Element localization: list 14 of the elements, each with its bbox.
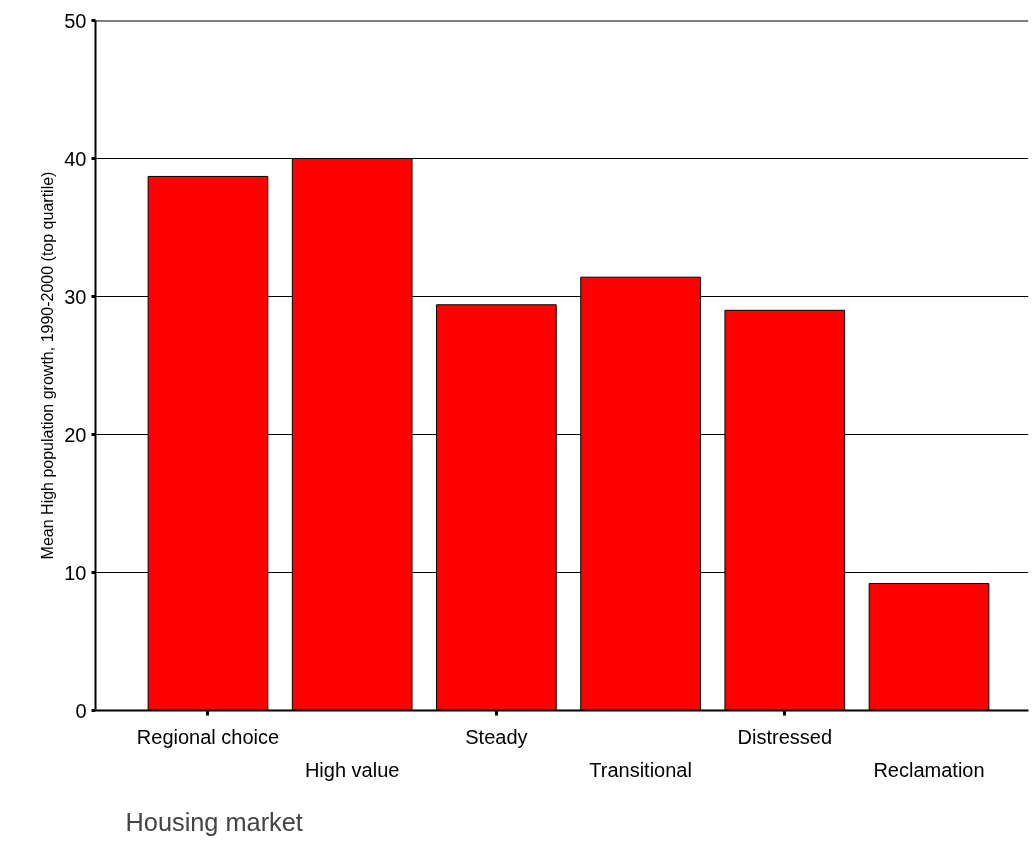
- y-tick-label: 20: [64, 423, 87, 446]
- y-axis-title: Mean High population growth, 1990-2000 (top quartile): [39, 171, 57, 560]
- y-tick-label: 30: [64, 285, 87, 308]
- x-tick-label: Distressed: [737, 725, 833, 748]
- x-tick-label: Reclamation: [873, 758, 985, 781]
- y-tick-label: 0: [75, 699, 87, 722]
- x-tick-label: Steady: [465, 725, 528, 748]
- y-tick-label: 50: [64, 9, 87, 32]
- x-tick-label: Regional choice: [136, 725, 280, 748]
- y-tick-label: 10: [64, 561, 87, 584]
- x-tick-label: Transitional: [589, 758, 692, 781]
- x-tick-label: High value: [304, 758, 400, 781]
- y-tick-label: 40: [64, 147, 87, 170]
- x-axis-title: Housing market: [125, 808, 303, 836]
